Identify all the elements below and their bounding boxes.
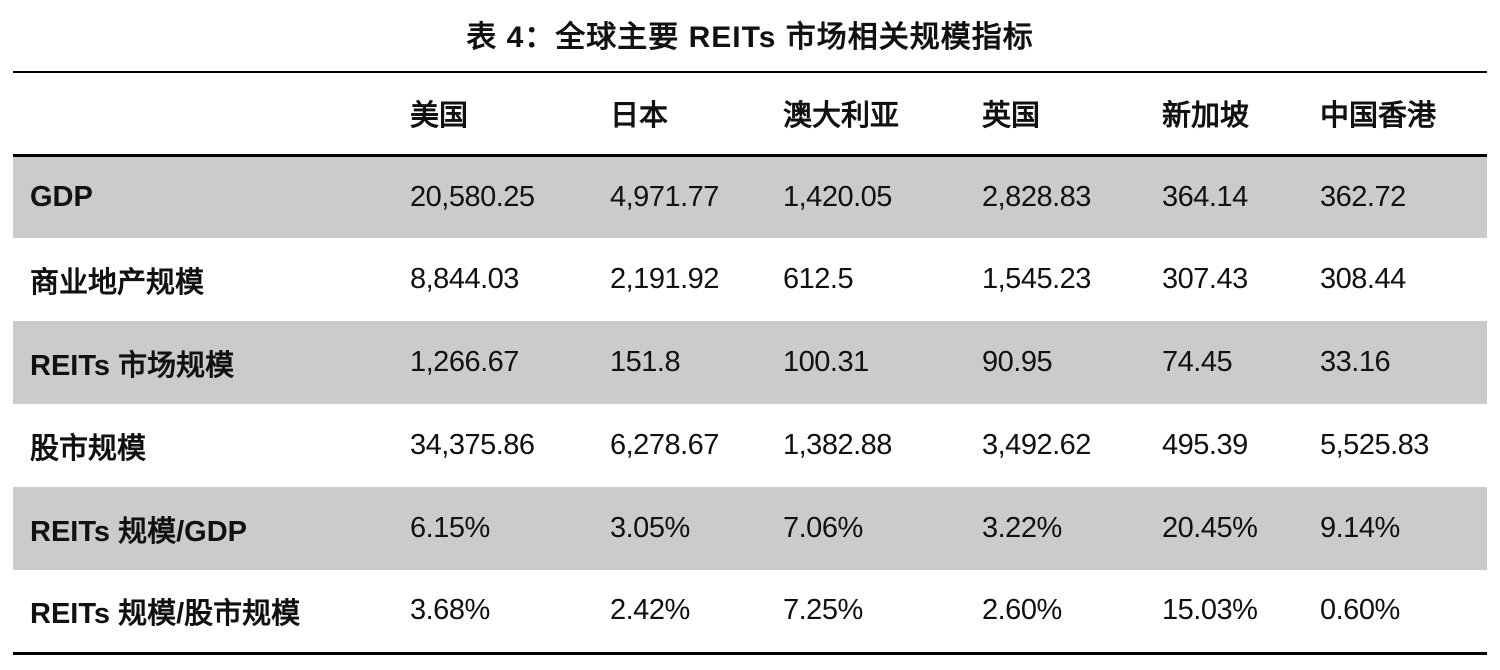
cell-value: 364.14: [1162, 180, 1248, 213]
cell-value: 4,971.77: [610, 180, 719, 213]
cell-value: 2.60%: [982, 594, 1062, 627]
table-row-reits-to-stock-market: REITs 规模/股市规模 3.68% 2.42% 7.25% 2.60% 15…: [13, 570, 1487, 653]
reits-market-table: 美国 日本 澳大利亚 英国 新加坡 中国香港 GDP 20,580.25 4,9…: [13, 71, 1487, 655]
table-header: 美国 日本 澳大利亚 英国 新加坡 中国香港: [13, 72, 1487, 155]
cell-value: 308.44: [1320, 263, 1406, 295]
table-row-stock-market-size: 股市规模 34,375.86 6,278.67 1,382.88 3,492.6…: [13, 404, 1487, 487]
table-title: 表 4：全球主要 REITs 市场相关规模指标: [466, 21, 1034, 54]
header-row: 美国 日本 澳大利亚 英国 新加坡 中国香港: [13, 72, 1487, 155]
cell-value: 6,278.67: [610, 429, 719, 461]
header-cell-uk: 英国: [982, 100, 1041, 133]
row-label: REITs 市场规模: [30, 349, 235, 382]
cell-value: 3,492.62: [982, 429, 1091, 461]
header-cell-hongkong: 中国香港: [1320, 100, 1437, 133]
table-row-gdp: GDP 20,580.25 4,971.77 1,420.05 2,828.83…: [13, 155, 1487, 238]
row-label: REITs 规模/GDP: [30, 515, 247, 548]
cell-value: 74.45: [1162, 346, 1233, 378]
cell-value: 3.05%: [610, 512, 690, 544]
table-row-reits-to-gdp: REITs 规模/GDP 6.15% 3.05% 7.06% 3.22% 20.…: [13, 487, 1487, 570]
cell-value: 33.16: [1320, 346, 1391, 378]
cell-value: 20,580.25: [410, 180, 535, 213]
cell-value: 3.22%: [982, 512, 1062, 544]
header-cell-japan: 日本: [610, 100, 669, 133]
cell-value: 1,266.67: [410, 346, 519, 378]
header-cell-singapore: 新加坡: [1162, 100, 1250, 133]
table-body: GDP 20,580.25 4,971.77 1,420.05 2,828.83…: [13, 155, 1487, 653]
cell-value: 5,525.83: [1320, 429, 1429, 461]
cell-value: 8,844.03: [410, 263, 519, 295]
cell-value: 151.8: [610, 346, 681, 378]
row-label: 股市规模: [30, 432, 147, 465]
cell-value: 2,828.83: [982, 180, 1091, 213]
cell-value: 15.03%: [1162, 594, 1258, 627]
cell-value: 3.68%: [410, 594, 490, 627]
cell-value: 20.45%: [1162, 512, 1258, 544]
cell-value: 362.72: [1320, 180, 1406, 213]
header-cell-usa: 美国: [410, 100, 469, 133]
cell-value: 7.06%: [783, 512, 863, 544]
cell-value: 6.15%: [410, 512, 490, 544]
cell-value: 100.31: [783, 346, 869, 378]
cell-value: 1,382.88: [783, 429, 892, 461]
cell-value: 34,375.86: [410, 429, 535, 461]
cell-value: 2,191.92: [610, 263, 719, 295]
header-cell-australia: 澳大利亚: [783, 100, 900, 133]
cell-value: 1,420.05: [783, 180, 892, 213]
cell-value: 1,545.23: [982, 263, 1091, 295]
cell-value: 307.43: [1162, 263, 1248, 295]
header-cell-blank: [13, 72, 410, 155]
cell-value: 0.60%: [1320, 594, 1400, 627]
cell-value: 2.42%: [610, 594, 690, 627]
table-row-commercial-real-estate: 商业地产规模 8,844.03 2,191.92 612.5 1,545.23 …: [13, 238, 1487, 321]
table-row-reits-market-size: REITs 市场规模 1,266.67 151.8 100.31 90.95 7…: [13, 321, 1487, 404]
cell-value: 495.39: [1162, 429, 1248, 461]
cell-value: 612.5: [783, 263, 854, 295]
row-label: GDP: [30, 180, 93, 213]
row-label: 商业地产规模: [30, 266, 205, 299]
cell-value: 7.25%: [783, 594, 863, 627]
row-label: REITs 规模/股市规模: [30, 597, 301, 630]
cell-value: 90.95: [982, 346, 1053, 378]
cell-value: 9.14%: [1320, 512, 1400, 544]
